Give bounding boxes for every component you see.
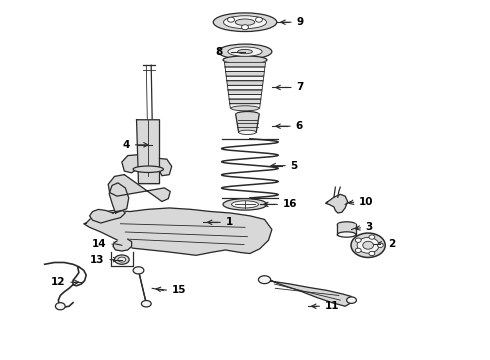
Ellipse shape (115, 255, 129, 264)
Polygon shape (326, 194, 347, 213)
Text: 10: 10 (359, 197, 373, 207)
Ellipse shape (231, 106, 259, 111)
Polygon shape (109, 183, 129, 213)
Ellipse shape (238, 49, 252, 54)
Text: 4: 4 (123, 140, 130, 150)
Circle shape (355, 238, 361, 242)
Polygon shape (226, 76, 264, 81)
Circle shape (369, 235, 375, 239)
Text: 1: 1 (225, 217, 233, 227)
Circle shape (55, 303, 65, 310)
Polygon shape (229, 99, 261, 104)
Polygon shape (159, 158, 171, 176)
Circle shape (377, 243, 383, 247)
Polygon shape (236, 114, 259, 132)
Ellipse shape (337, 232, 356, 237)
Polygon shape (224, 62, 266, 67)
Ellipse shape (133, 166, 163, 172)
Polygon shape (90, 210, 125, 223)
Ellipse shape (213, 13, 277, 32)
Polygon shape (227, 81, 263, 85)
Ellipse shape (228, 47, 262, 56)
Ellipse shape (351, 233, 385, 257)
Text: 14: 14 (92, 239, 107, 249)
Ellipse shape (218, 44, 272, 59)
Ellipse shape (142, 301, 151, 307)
Polygon shape (225, 67, 265, 72)
Polygon shape (228, 90, 262, 95)
Text: 11: 11 (325, 301, 339, 311)
Ellipse shape (346, 297, 356, 303)
Polygon shape (84, 208, 272, 255)
Circle shape (242, 25, 248, 30)
Text: 2: 2 (388, 239, 395, 249)
Polygon shape (137, 120, 159, 184)
Ellipse shape (223, 16, 267, 29)
Ellipse shape (133, 267, 144, 274)
Ellipse shape (357, 237, 379, 253)
Text: 16: 16 (283, 199, 297, 210)
Circle shape (256, 17, 262, 22)
Ellipse shape (232, 201, 258, 208)
Text: 7: 7 (296, 82, 304, 93)
Polygon shape (228, 95, 262, 99)
Text: 12: 12 (51, 277, 66, 287)
Ellipse shape (239, 130, 256, 134)
Text: 5: 5 (291, 161, 298, 171)
Circle shape (355, 248, 361, 252)
Polygon shape (337, 225, 356, 234)
Polygon shape (122, 155, 137, 173)
Polygon shape (230, 104, 260, 108)
Text: 9: 9 (296, 17, 303, 27)
Text: 6: 6 (295, 121, 303, 131)
Polygon shape (226, 72, 264, 76)
Polygon shape (108, 175, 170, 202)
Ellipse shape (223, 56, 267, 64)
Polygon shape (260, 278, 352, 306)
Text: 15: 15 (172, 285, 186, 296)
Text: 8: 8 (216, 46, 223, 57)
Ellipse shape (223, 199, 267, 210)
Ellipse shape (236, 112, 259, 117)
Ellipse shape (118, 257, 126, 262)
Ellipse shape (258, 276, 270, 284)
Polygon shape (227, 85, 263, 90)
Ellipse shape (337, 222, 356, 227)
Ellipse shape (235, 19, 255, 26)
Ellipse shape (363, 241, 373, 249)
Polygon shape (113, 239, 132, 251)
Text: 13: 13 (90, 255, 105, 265)
Circle shape (369, 251, 375, 256)
Circle shape (228, 17, 234, 22)
Text: 3: 3 (366, 222, 373, 232)
